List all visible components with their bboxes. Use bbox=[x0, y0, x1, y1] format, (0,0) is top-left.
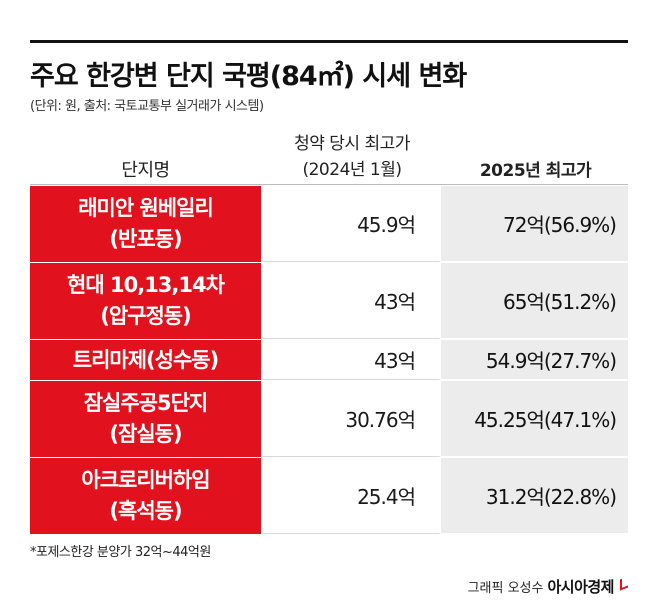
credit: 그래픽 오성수 아시아경제 bbox=[468, 576, 628, 597]
column-header-subscription-line2: (2024년 1월) bbox=[302, 160, 402, 180]
price-2025: 45.25억(47.1%) bbox=[441, 381, 628, 457]
subscription-price: 25.4억 bbox=[263, 458, 441, 534]
complex-name-cell: 트리마제(성수동) bbox=[30, 340, 263, 380]
complex-district: (압구정동) bbox=[100, 304, 191, 328]
column-header-subscription-line1: 청약 당시 최고가 bbox=[294, 134, 410, 154]
complex-name: 아크로리버하임 bbox=[81, 468, 210, 492]
column-header-subscription: 청약 당시 최고가 (2024년 1월) bbox=[263, 131, 441, 183]
complex-district: (잠실동) bbox=[109, 422, 182, 446]
top-rule bbox=[30, 40, 628, 43]
source-note: (단위: 원, 출처: 국토교통부 실거래가 시스템) bbox=[30, 99, 264, 114]
complex-name: 현대 10,13,14차 bbox=[67, 273, 225, 297]
price-2025: 65억(51.2%) bbox=[441, 263, 628, 339]
subscription-price: 43억 bbox=[263, 340, 441, 380]
column-header-2025: 2025년 최고가 bbox=[479, 161, 592, 181]
complex-name: 트리마제(성수동) bbox=[72, 347, 219, 372]
complex-name-cell: 잠실주공5단지 (잠실동) bbox=[30, 381, 263, 457]
footnote: *포제스한강 분양가 32억~44억원 bbox=[30, 545, 211, 560]
complex-district: (반포동) bbox=[109, 227, 182, 251]
price-2025: 54.9억(27.7%) bbox=[441, 340, 628, 380]
brand-mark-icon bbox=[620, 576, 628, 591]
complex-name-cell: 래미안 원베일리 (반포동) bbox=[30, 186, 263, 262]
table-row: 잠실주공5단지 (잠실동) 30.76억 45.25억(47.1%) bbox=[30, 381, 628, 458]
table-row: 래미안 원베일리 (반포동) 45.9억 72억(56.9%) bbox=[30, 186, 628, 263]
header-divider bbox=[30, 184, 628, 185]
price-table: 래미안 원베일리 (반포동) 45.9억 72억(56.9%) 현대 10,13… bbox=[30, 186, 628, 535]
subscription-price: 30.76억 bbox=[263, 381, 441, 457]
complex-name: 래미안 원베일리 bbox=[78, 196, 214, 220]
price-2025: 72억(56.9%) bbox=[441, 186, 628, 262]
page-title: 주요 한강변 단지 국평(84㎡) 시세 변화 bbox=[30, 61, 467, 92]
column-header-name: 단지명 bbox=[121, 160, 170, 181]
complex-name: 잠실주공5단지 bbox=[83, 391, 209, 415]
table-row: 트리마제(성수동) 43억 54.9억(27.7%) bbox=[30, 340, 628, 381]
credit-prefix: 그래픽 오성수 bbox=[467, 581, 544, 596]
price-2025: 31.2억(22.8%) bbox=[441, 458, 628, 534]
brand-name: 아시아경제 bbox=[547, 578, 614, 596]
complex-district: (흑석동) bbox=[109, 499, 182, 523]
table-row: 아크로리버하임 (흑석동) 25.4억 31.2억(22.8%) bbox=[30, 458, 628, 535]
subscription-price: 45.9억 bbox=[263, 186, 441, 262]
complex-name-cell: 아크로리버하임 (흑석동) bbox=[30, 458, 263, 534]
table-row: 현대 10,13,14차 (압구정동) 43억 65억(51.2%) bbox=[30, 263, 628, 340]
complex-name-cell: 현대 10,13,14차 (압구정동) bbox=[30, 263, 263, 339]
subscription-price: 43억 bbox=[263, 263, 441, 339]
